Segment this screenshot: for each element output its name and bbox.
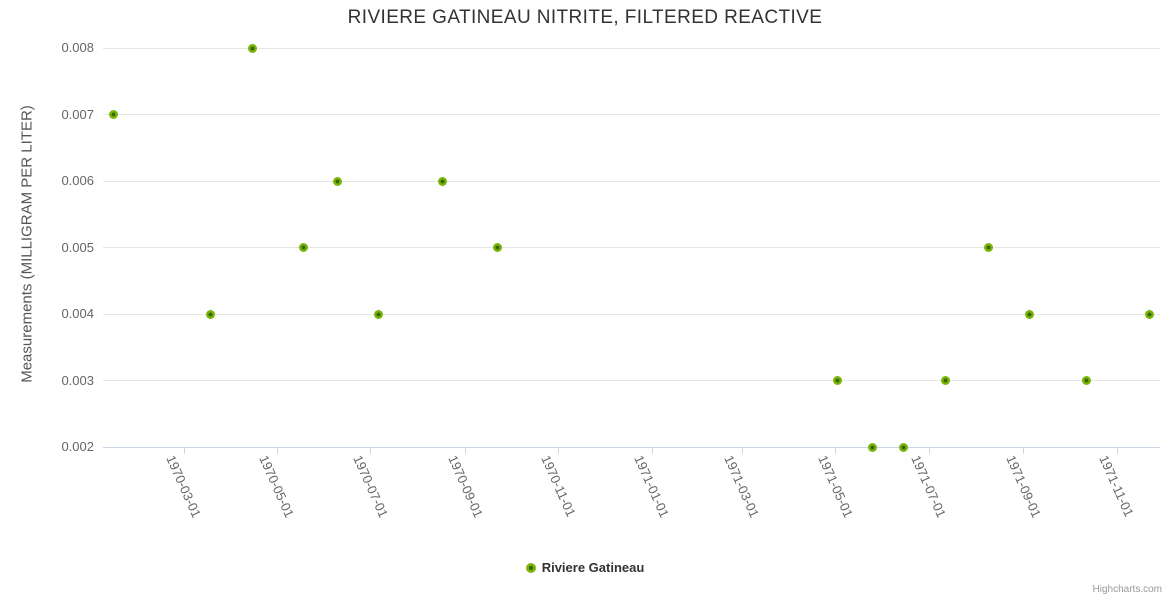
y-axis-label: 0.004: [61, 306, 94, 321]
data-point[interactable]: [1025, 309, 1035, 319]
data-point[interactable]: [832, 376, 842, 385]
x-axis-line: [103, 447, 1160, 448]
x-axis-label: 1971-11-01: [1096, 453, 1137, 519]
y-axis-title: Measurements (MILLIGRAM PER LITER): [18, 105, 36, 383]
x-axis-label: 1970-11-01: [538, 453, 579, 519]
x-axis-label: 1970-09-01: [444, 453, 486, 520]
x-axis-label: 1970-03-01: [163, 453, 205, 520]
y-gridline: [103, 47, 1160, 49]
highcharts-credits-link[interactable]: Highcharts.com: [1092, 584, 1162, 595]
x-axis-tick: [465, 448, 467, 454]
x-axis-label: 1970-07-01: [349, 453, 391, 520]
x-axis-tick: [183, 448, 185, 454]
legend-item-label: Riviere Gatineau: [541, 560, 645, 575]
x-axis-label: 1970-05-01: [256, 453, 298, 520]
data-point[interactable]: [867, 442, 877, 452]
data-point[interactable]: [332, 176, 342, 186]
data-point[interactable]: [109, 110, 119, 119]
x-axis-tick: [651, 448, 653, 454]
y-gridline: [103, 180, 1160, 182]
y-axis-label: 0.007: [61, 106, 94, 122]
x-axis-label: 1971-07-01: [908, 453, 950, 520]
y-axis-label: 0.005: [61, 239, 94, 255]
y-axis-label: 0.008: [61, 40, 94, 55]
data-point[interactable]: [205, 309, 215, 319]
data-point[interactable]: [438, 176, 448, 186]
y-gridline: [103, 313, 1160, 315]
x-axis-tick: [835, 448, 837, 454]
legend-marker-icon: [525, 562, 536, 573]
data-point[interactable]: [493, 243, 503, 252]
data-point[interactable]: [248, 43, 258, 53]
x-axis-tick: [370, 448, 372, 454]
y-gridline: [103, 380, 1160, 381]
x-axis-label: 1971-09-01: [1003, 453, 1044, 520]
x-axis-tick: [1116, 448, 1118, 454]
legend-item-riviere-gatineau[interactable]: Riviere Gatineau: [0, 560, 1170, 575]
y-gridline: [103, 114, 1160, 115]
x-axis-tick: [928, 448, 930, 454]
y-gridline: [103, 247, 1160, 248]
x-axis-label: 1971-01-01: [631, 453, 673, 520]
y-axis-label: 0.003: [61, 372, 94, 388]
data-point[interactable]: [941, 376, 951, 385]
data-point[interactable]: [984, 243, 994, 252]
x-axis-label: 1971-05-01: [814, 453, 856, 520]
x-axis-tick: [276, 448, 278, 454]
x-axis-tick: [558, 448, 560, 454]
chart-title: RIVIERE GATINEAU NITRITE, FILTERED REACT…: [347, 7, 823, 28]
x-axis-label: 1971-03-01: [721, 453, 763, 520]
y-axis-label: 0.006: [61, 173, 94, 188]
data-point[interactable]: [1082, 376, 1092, 385]
data-point[interactable]: [298, 243, 308, 252]
x-axis-tick: [741, 448, 743, 454]
y-axis-label: 0.002: [61, 439, 94, 454]
x-axis-tick: [1023, 448, 1025, 454]
data-point[interactable]: [898, 442, 908, 452]
data-point[interactable]: [373, 309, 383, 319]
data-point[interactable]: [1144, 309, 1154, 319]
